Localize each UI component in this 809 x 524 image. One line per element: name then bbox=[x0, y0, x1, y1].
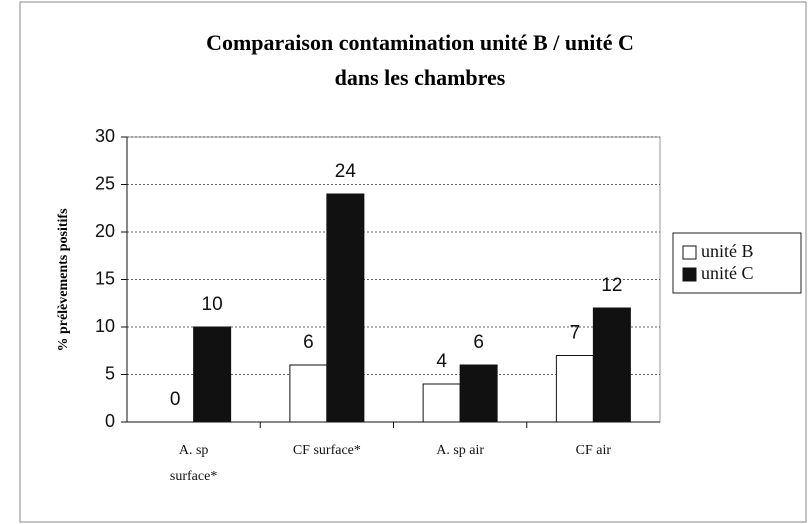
data-label: 12 bbox=[601, 275, 622, 296]
legend-box bbox=[672, 232, 802, 294]
bar bbox=[459, 364, 498, 423]
bar bbox=[326, 193, 365, 423]
legend-swatch bbox=[682, 267, 697, 282]
y-axis-label: % prélèvements positifs bbox=[56, 208, 71, 352]
x-tick-label: CF surface* bbox=[292, 443, 361, 458]
chart-border bbox=[19, 1, 807, 523]
y-tick-label: 10 bbox=[95, 316, 115, 336]
data-label: 0 bbox=[170, 389, 181, 410]
data-label: 7 bbox=[570, 323, 581, 344]
legend-label: unité C bbox=[701, 263, 754, 283]
y-tick-label: 5 bbox=[105, 363, 115, 383]
bar bbox=[289, 364, 328, 423]
bar bbox=[193, 326, 232, 423]
bar bbox=[555, 355, 594, 423]
chart-title: dans les chambres bbox=[335, 65, 506, 90]
data-label: 10 bbox=[202, 294, 223, 315]
data-label: 6 bbox=[303, 332, 314, 353]
y-tick-label: 15 bbox=[95, 268, 115, 288]
data-label: 6 bbox=[473, 332, 484, 353]
chart-title: Comparaison contamination unité B / unit… bbox=[206, 30, 634, 55]
x-tick-label: A. sp surface* bbox=[169, 443, 218, 484]
bar bbox=[592, 307, 631, 423]
y-tick-label: 0 bbox=[105, 411, 115, 431]
x-tick-label: CF air bbox=[575, 443, 612, 458]
data-label: 24 bbox=[335, 161, 357, 182]
y-tick-label: 20 bbox=[95, 221, 115, 241]
bar bbox=[422, 383, 461, 423]
legend-label: unité B bbox=[701, 241, 754, 261]
y-tick-label: 30 bbox=[95, 126, 115, 146]
x-tick-label: A. sp air bbox=[436, 443, 485, 458]
data-label: 4 bbox=[436, 351, 447, 372]
y-tick-label: 25 bbox=[95, 173, 115, 193]
legend-swatch bbox=[682, 245, 697, 260]
